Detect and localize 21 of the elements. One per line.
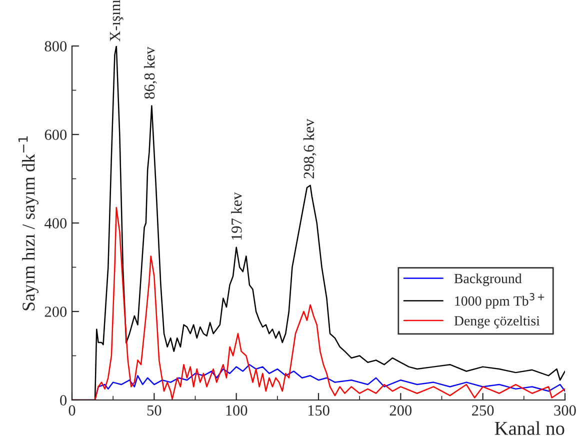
legend-label: Background <box>454 273 522 286</box>
y-tick-label: 600 <box>44 130 67 140</box>
x-tick-label: 300 <box>554 405 576 416</box>
x-axis-title: Kanal no <box>494 421 564 435</box>
legend-label: Denge çözeltisi <box>454 316 540 328</box>
y-tick-label: 400 <box>44 218 67 228</box>
x-tick-label: 0 <box>68 405 76 416</box>
x-tick-label: 100 <box>226 405 248 416</box>
annotation: 86,8 kev <box>144 46 157 99</box>
y-tick-label: 0 <box>60 395 67 406</box>
x-tick-label: 150 <box>308 405 330 416</box>
x-tick-label: 250 <box>472 405 494 416</box>
y-axis-title: Sayım hızı / sayım dk$^{−1}$ <box>18 136 38 310</box>
annotation: 197 kev <box>231 192 242 240</box>
y-tick-label: 800 <box>44 41 67 52</box>
annotation: X-ışını <box>110 0 124 42</box>
y-tick-label: 200 <box>44 306 67 317</box>
x-tick-label: 50 <box>147 405 162 416</box>
legend-label: 1000 ppm Tb$^{3+}$ <box>455 293 544 309</box>
x-tick-label: 200 <box>390 405 412 416</box>
annotation: 298,6 kev <box>303 118 316 178</box>
